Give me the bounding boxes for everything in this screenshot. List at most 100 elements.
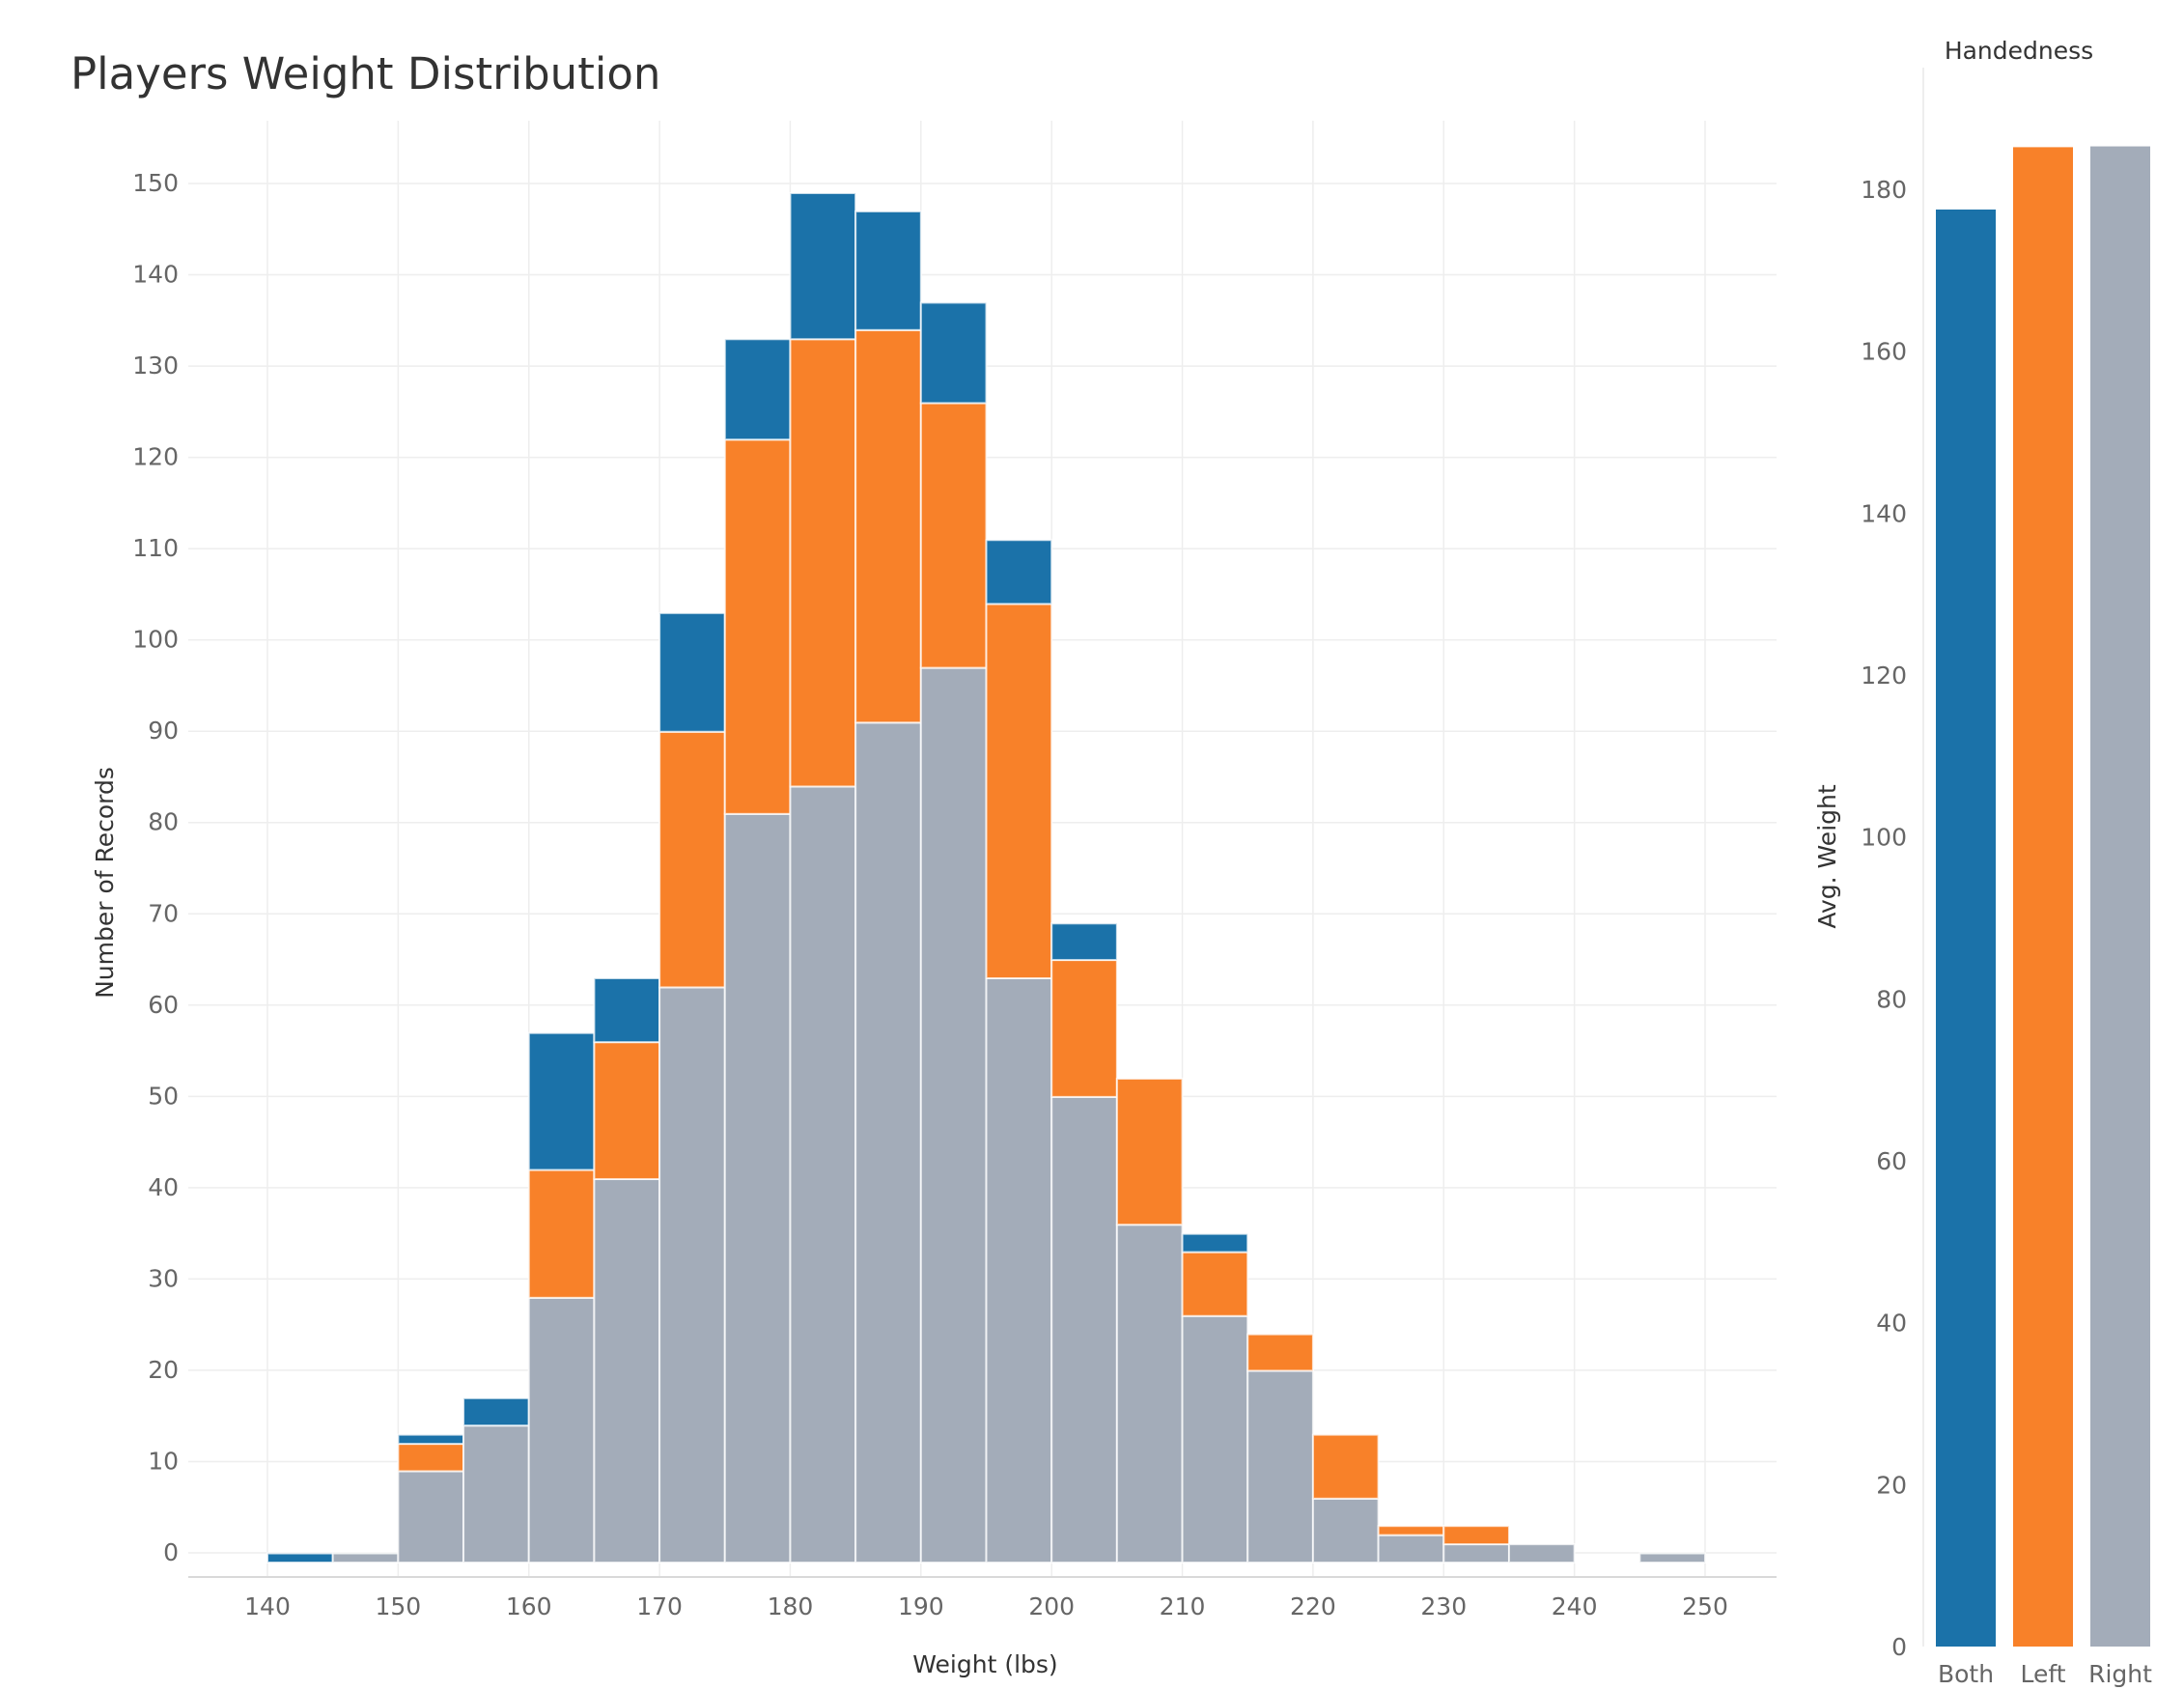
y-tick-label: 60 (148, 991, 179, 1019)
handedness-y-tick-label: 0 (1891, 1633, 1907, 1661)
histogram-bar-segment[interactable] (854, 721, 922, 1563)
handedness-y-tick-label: 20 (1876, 1471, 1907, 1499)
histogram-bar-segment[interactable] (397, 1443, 465, 1473)
y-tick-label: 20 (148, 1356, 179, 1384)
histogram-bar-segment[interactable] (789, 785, 857, 1563)
histogram-bar-segment[interactable] (1050, 959, 1118, 1098)
histogram-bar-segment[interactable] (658, 986, 726, 1563)
y-tick-label: 80 (148, 808, 179, 836)
histogram-bar-segment[interactable] (1050, 922, 1118, 962)
histogram-bar-segment[interactable] (1311, 1433, 1380, 1500)
y-tick-label: 120 (132, 443, 179, 471)
histogram-bar-segment[interactable] (1181, 1251, 1249, 1317)
histogram-bar-segment[interactable] (1442, 1543, 1510, 1564)
histogram-bar-segment[interactable] (1377, 1534, 1445, 1564)
handedness-bar[interactable] (2090, 146, 2150, 1647)
histogram-bar-segment[interactable] (919, 402, 988, 669)
histogram-bar-segment[interactable] (462, 1396, 530, 1427)
histogram-y-ticks: 0 10 20 30 40 50 60 70 80 90 100 110 120 130 140 150 (132, 169, 179, 1566)
histogram-bar-segment[interactable] (1311, 1497, 1380, 1563)
handedness-category-label: Left (2020, 1660, 2065, 1688)
y-tick-label: 50 (148, 1082, 179, 1110)
handedness-bars (1936, 146, 2150, 1648)
histogram-bar-segment[interactable] (527, 1031, 596, 1171)
histogram-bar-segment[interactable] (658, 730, 726, 989)
x-tick-label: 210 (1160, 1592, 1206, 1620)
handedness-y-tick-label: 120 (1861, 662, 1907, 690)
histogram-bar-segment[interactable] (789, 192, 857, 341)
x-tick-label: 230 (1420, 1592, 1467, 1620)
histogram-bar-segment[interactable] (854, 328, 922, 724)
y-tick-label: 40 (148, 1173, 179, 1201)
histogram-bar-segment[interactable] (1442, 1525, 1510, 1546)
histogram-x-ticks: 140 150 160 170 180 190 200 210 220 230 240 250 (244, 1592, 1728, 1620)
histogram-bar-segment[interactable] (527, 1296, 596, 1564)
x-tick-label: 220 (1290, 1592, 1336, 1620)
histogram-bar-segment[interactable] (1115, 1077, 1184, 1226)
x-tick-label: 150 (376, 1592, 422, 1620)
histogram-bar-segment[interactable] (1638, 1552, 1707, 1563)
y-tick-label: 70 (148, 899, 179, 927)
y-tick-label: 90 (148, 717, 179, 745)
handedness-y-tick-label: 80 (1876, 985, 1907, 1013)
handedness-category-label: Right (2088, 1660, 2152, 1688)
histogram-bar-segment[interactable] (723, 338, 792, 441)
x-tick-label: 160 (506, 1592, 552, 1620)
histogram-bar-segment[interactable] (1377, 1525, 1445, 1536)
handedness-y-ticks: 0 20 40 60 80 100 120 140 160 180 (1861, 176, 1907, 1661)
handedness-category-label: Both (1938, 1660, 1994, 1688)
histogram-bar-segment[interactable] (593, 1177, 661, 1563)
histogram-bar-segment[interactable] (1246, 1333, 1314, 1372)
histogram-bars (266, 192, 1707, 1564)
x-tick-label: 140 (244, 1592, 291, 1620)
histogram-bar-segment[interactable] (854, 210, 922, 331)
histogram-bar-segment[interactable] (527, 1169, 596, 1299)
handedness-chart: 0 20 40 60 80 100 120 140 160 180 Both Left Right A… (1813, 68, 2152, 1688)
x-tick-label: 250 (1682, 1592, 1728, 1620)
x-tick-label: 170 (636, 1592, 683, 1620)
handedness-y-tick-label: 180 (1861, 176, 1907, 204)
histogram-bar-segment[interactable] (789, 338, 857, 788)
y-tick-label: 30 (148, 1264, 179, 1292)
histogram-bar-segment[interactable] (1050, 1095, 1118, 1563)
histogram-bar-segment[interactable] (1181, 1314, 1249, 1564)
histogram-bar-segment[interactable] (397, 1470, 465, 1564)
histogram-bar-segment[interactable] (985, 539, 1053, 606)
histogram-bar-segment[interactable] (1246, 1369, 1314, 1563)
histogram-bar-segment[interactable] (723, 812, 792, 1563)
histogram-bar-segment[interactable] (723, 438, 792, 815)
y-tick-label: 150 (132, 169, 179, 197)
handedness-y-tick-label: 60 (1876, 1147, 1907, 1175)
x-tick-label: 240 (1552, 1592, 1598, 1620)
handedness-y-tick-label: 100 (1861, 824, 1907, 852)
y-tick-label: 0 (163, 1538, 179, 1566)
histogram-bar-segment[interactable] (919, 301, 988, 405)
y-tick-label: 130 (132, 352, 179, 380)
histogram-bar-segment[interactable] (919, 666, 988, 1563)
y-tick-label: 110 (132, 534, 179, 562)
handedness-y-tick-label: 140 (1861, 499, 1907, 527)
histogram-bar-segment[interactable] (1507, 1543, 1576, 1564)
side-chart-title: Handedness (1945, 37, 2093, 65)
histogram-bar-segment[interactable] (397, 1433, 465, 1446)
x-tick-label: 190 (898, 1592, 944, 1620)
handedness-category-labels: Both Left Right (1938, 1660, 2152, 1688)
x-tick-label: 200 (1028, 1592, 1075, 1620)
histogram-bar-segment[interactable] (331, 1552, 400, 1563)
y-tick-label: 100 (132, 626, 179, 654)
histogram-bar-segment[interactable] (593, 1041, 661, 1180)
histogram-bar-segment[interactable] (658, 611, 726, 733)
handedness-bar[interactable] (1936, 209, 1996, 1647)
histogram-bar-segment[interactable] (1181, 1232, 1249, 1253)
histogram-bar-segment[interactable] (266, 1552, 334, 1563)
histogram-bar-segment[interactable] (462, 1424, 530, 1563)
histogram-bar-segment[interactable] (985, 603, 1053, 979)
histogram-bar-segment[interactable] (593, 976, 661, 1044)
handedness-bar[interactable] (2013, 147, 2073, 1648)
histogram-bar-segment[interactable] (985, 976, 1053, 1563)
avg-weight-axis-title: Avg. Weight (1813, 784, 1841, 928)
chart-title: Players Weight Distribution (70, 48, 660, 99)
handedness-y-tick-label: 160 (1861, 338, 1907, 366)
histogram-bar-segment[interactable] (1115, 1224, 1184, 1564)
